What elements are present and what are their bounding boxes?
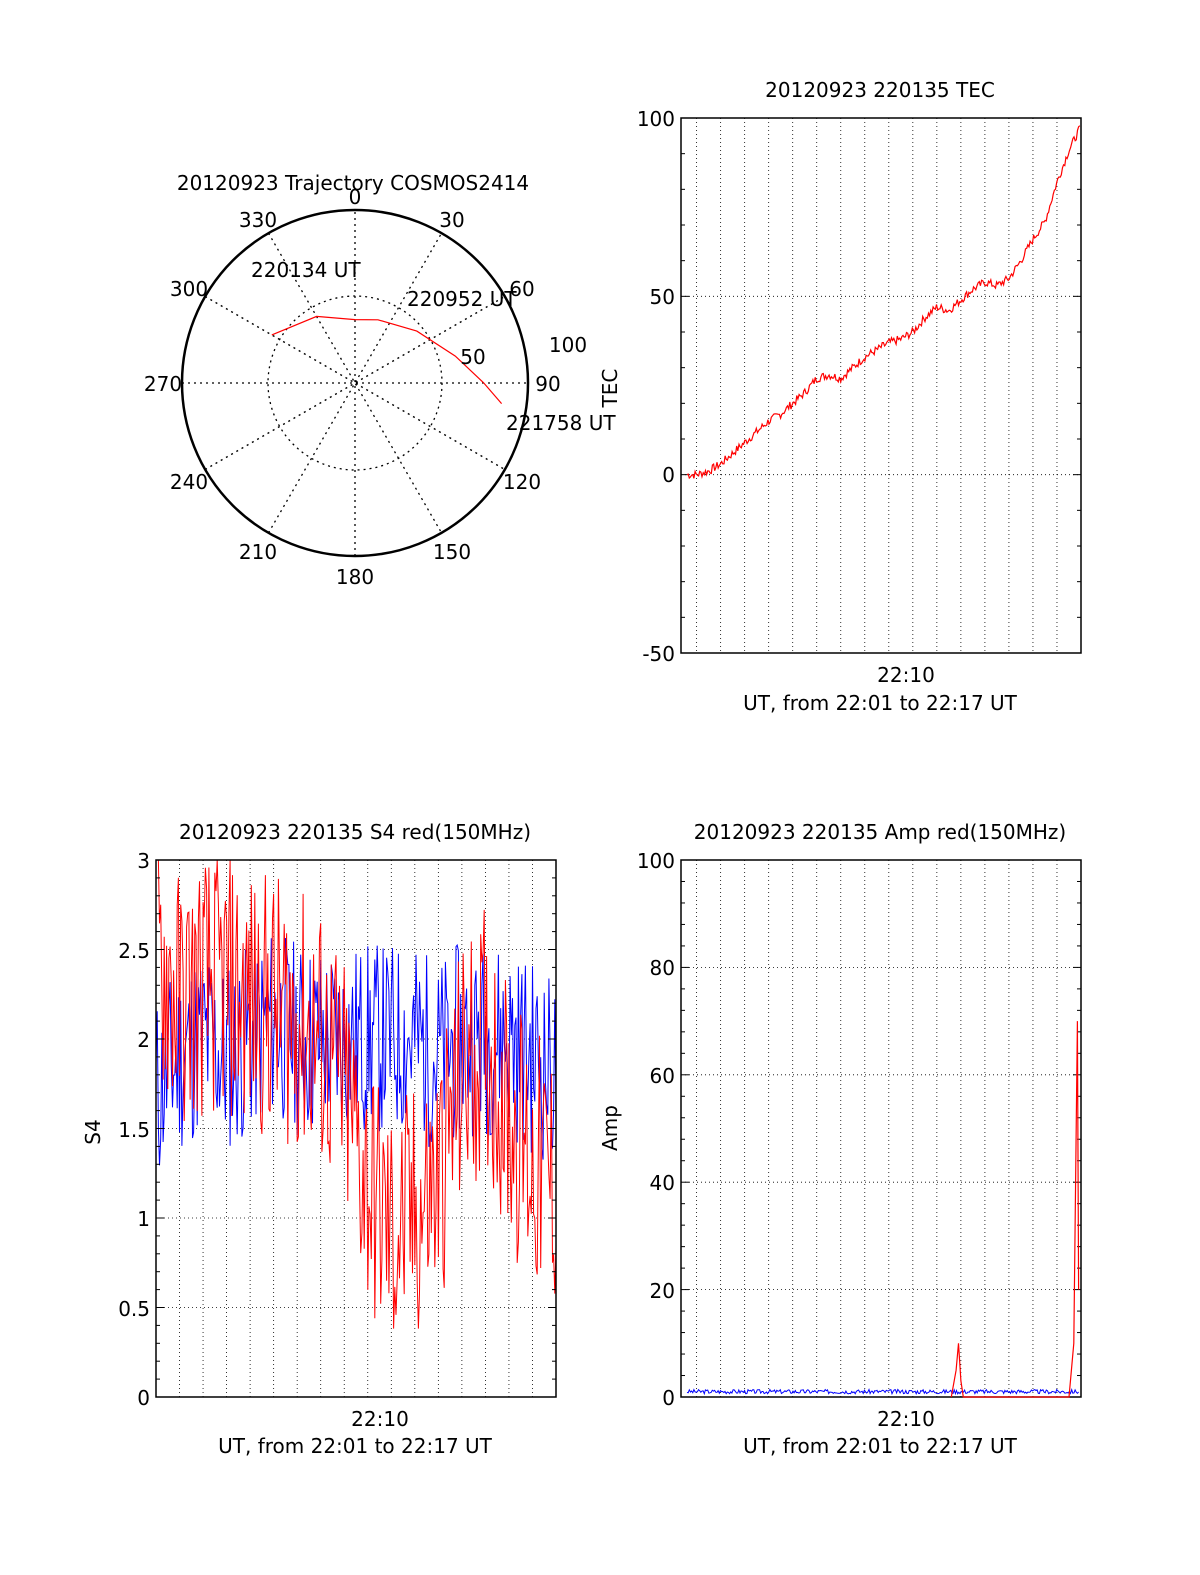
tec-grid xyxy=(681,118,1081,653)
azimuth-label-330: 330 xyxy=(239,208,277,232)
trajectory-title: 20120923 Trajectory COSMOS2414 xyxy=(177,171,529,195)
tec-panel: 20120923 220135 TEC 100 50 0 -50 22:10 U… xyxy=(598,78,1082,715)
amp-xtick-2210: 22:10 xyxy=(877,1407,935,1431)
tec-ylabel: TEC xyxy=(598,369,622,409)
amp-panel: 20120923 220135 Amp red(150MHz) 100 80 6… xyxy=(598,820,1082,1458)
amp-ytick-100: 100 xyxy=(637,849,675,873)
tec-ytick-100: 100 xyxy=(637,107,675,131)
s4-ytick-1.5: 1.5 xyxy=(118,1118,150,1142)
s4-ytick-3: 3 xyxy=(137,849,150,873)
s4-ylabel: S4 xyxy=(81,1119,105,1144)
azimuth-label-120: 120 xyxy=(503,470,541,494)
s4-plot-area xyxy=(155,859,557,1398)
s4-ytick-1: 1 xyxy=(137,1207,150,1231)
trajectory-end-label: 221758 UT xyxy=(506,411,616,435)
tec-ytick-0: 0 xyxy=(662,463,675,487)
amp-ytick-20: 20 xyxy=(650,1279,675,1303)
azimuth-label-180: 180 xyxy=(336,565,374,589)
tec-title: 20120923 220135 TEC xyxy=(765,78,995,102)
amp-minor-ticks xyxy=(681,880,1081,1377)
tec-series-line xyxy=(686,125,1081,480)
polar-spoke-60 xyxy=(204,295,506,471)
radial-label-50: 50 xyxy=(460,345,485,369)
azimuth-label-270: 270 xyxy=(144,372,182,396)
amp-ytick-80: 80 xyxy=(650,956,675,980)
polar-spoke-30 xyxy=(267,232,443,534)
azimuth-label-210: 210 xyxy=(239,540,277,564)
trajectory-panel: 20120923 Trajectory COSMOS2414 0 30 60 9… xyxy=(144,171,616,589)
amp-ytick-40: 40 xyxy=(650,1171,675,1195)
s4-ytick-0.5: 0.5 xyxy=(118,1297,150,1321)
amp-ytick-60: 60 xyxy=(650,1064,675,1088)
tec-ytick-50: 50 xyxy=(650,285,675,309)
s4-ytick-2.5: 2.5 xyxy=(118,939,150,963)
amp-xlabel: UT, from 22:01 to 22:17 UT xyxy=(743,1434,1018,1458)
polar-spoke-150 xyxy=(267,232,443,534)
azimuth-label-240: 240 xyxy=(170,470,208,494)
amp-grid xyxy=(681,860,1081,1397)
tec-xlabel: UT, from 22:01 to 22:17 UT xyxy=(743,691,1018,715)
azimuth-label-150: 150 xyxy=(433,540,471,564)
azimuth-label-60: 60 xyxy=(509,277,534,301)
amp-title: 20120923 220135 Amp red(150MHz) xyxy=(694,820,1066,844)
s4-series-red xyxy=(156,859,557,1329)
azimuth-label-30: 30 xyxy=(439,208,464,232)
amp-ylabel: Amp xyxy=(598,1105,622,1151)
polar-spoke-120 xyxy=(204,295,506,471)
azimuth-label-300: 300 xyxy=(170,277,208,301)
radial-label-100: 100 xyxy=(549,333,587,357)
s4-xtick-2210: 22:10 xyxy=(351,1407,409,1431)
polar-inner-circle xyxy=(267,295,443,471)
trajectory-line xyxy=(271,315,503,404)
s4-title: 20120923 220135 S4 red(150MHz) xyxy=(179,820,531,844)
s4-ytick-2: 2 xyxy=(137,1028,150,1052)
tec-minor-ticks xyxy=(681,153,1081,618)
s4-panel: 20120923 220135 S4 red(150MHz) 3 2.5 2 1… xyxy=(81,820,557,1458)
s4-ytick-0: 0 xyxy=(137,1386,150,1410)
polar-spokes xyxy=(182,210,528,556)
azimuth-label-0: 0 xyxy=(349,185,362,209)
azimuth-label-90: 90 xyxy=(535,372,560,396)
amp-ytick-0: 0 xyxy=(662,1386,675,1410)
tec-ytick-minus50: -50 xyxy=(642,642,675,666)
amp-plot-area xyxy=(680,859,1082,1398)
trajectory-start-label: 220134 UT xyxy=(251,258,361,282)
trajectory-mid-label: 220952 UT xyxy=(407,287,517,311)
tec-plot-area xyxy=(680,117,1082,654)
amp-series-red xyxy=(950,1021,1080,1398)
amp-series-blue xyxy=(686,1388,1079,1396)
s4-xlabel: UT, from 22:01 to 22:17 UT xyxy=(218,1434,493,1458)
tec-xtick-2210: 22:10 xyxy=(877,663,935,687)
